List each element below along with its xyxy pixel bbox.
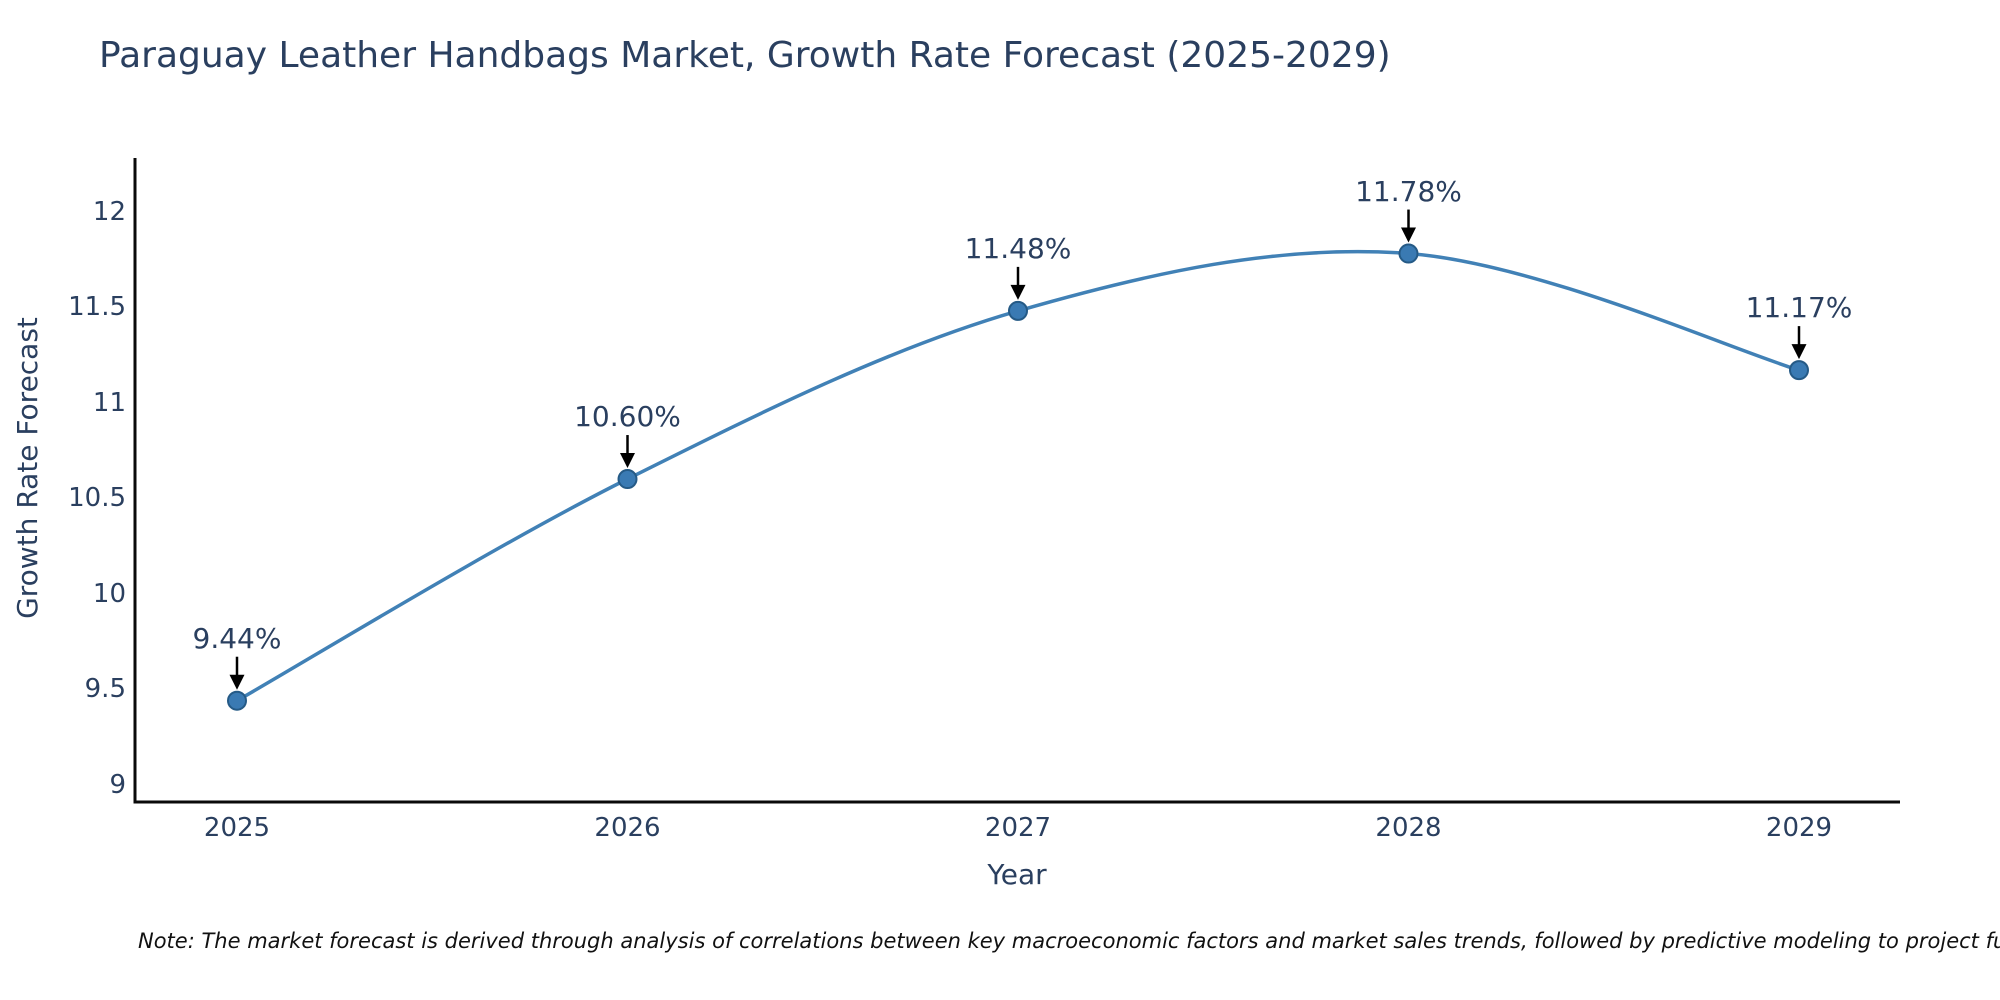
annotation-arrowhead-2029: [1791, 344, 1807, 360]
x-axis-title: Year: [987, 858, 1047, 891]
y-axis-title: Growth Rate Forecast: [11, 317, 44, 619]
annotation-arrowhead-2026: [620, 453, 635, 469]
data-point-marker-2027: [1008, 300, 1028, 321]
annotation-label-2026: 10.60%: [574, 400, 681, 434]
annotation-arrowhead-2025: [229, 674, 245, 690]
y-tick-label-11.5: 11.5: [68, 292, 126, 323]
x-tick-label-2027: 2027: [984, 813, 1052, 843]
chart-title: Paraguay Leather Handbags Market, Growth…: [99, 35, 1391, 76]
data-point-marker-2025: [227, 690, 247, 711]
data-point-marker-2026: [617, 469, 638, 490]
x-tick-label-2025: 2025: [203, 813, 271, 843]
data-point-marker-2028: [1398, 243, 1419, 264]
annotation-label-2028: 11.78%: [1355, 174, 1462, 208]
y-tick-label-9.5: 9.5: [84, 674, 126, 705]
y-tick-label-11: 11: [92, 387, 126, 418]
y-tick-label-10: 10: [92, 578, 126, 609]
y-tick-label-12: 12: [92, 196, 126, 227]
annotation-arrowhead-2027: [1010, 284, 1026, 300]
x-tick-label-2026: 2026: [594, 813, 661, 843]
annotation-label-2027: 11.48%: [964, 231, 1072, 265]
footnote: Note: The market forecast is derived thr…: [138, 929, 2000, 953]
annotation-label-2029: 11.17%: [1745, 291, 1853, 325]
y-tick-label-10.5: 10.5: [68, 483, 126, 514]
x-tick-label-2028: 2028: [1375, 813, 1442, 843]
annotation-label-2025: 9.44%: [192, 621, 282, 655]
x-tick-label-2029: 2029: [1765, 813, 1833, 843]
data-point-marker-2029: [1789, 360, 1809, 381]
annotation-arrowhead-2028: [1401, 227, 1416, 243]
y-tick-label-9: 9: [109, 769, 126, 800]
